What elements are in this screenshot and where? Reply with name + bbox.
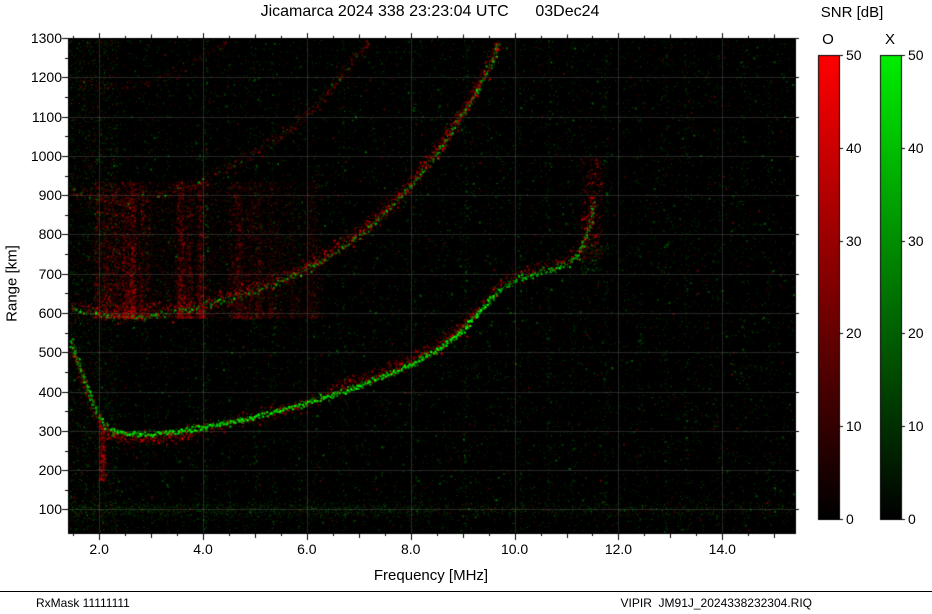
y-tick-label: 500	[38, 344, 62, 361]
colorbar-o-label: O	[822, 31, 834, 48]
colorbar-tick-label: 0	[908, 511, 916, 527]
y-tick-label: 400	[38, 383, 62, 400]
y-tick-label: 600	[38, 305, 62, 321]
x-tick-label: 2.0	[89, 541, 109, 557]
colorbar-tick-label: 30	[846, 232, 862, 249]
y-tick-label: 700	[38, 265, 62, 282]
colorbar-tick-label: 40	[908, 139, 924, 156]
y-tick-label: 200	[38, 462, 62, 479]
footer-divider	[0, 591, 932, 592]
x-tick-label: 10.0	[500, 541, 529, 557]
y-tick-label: 100	[38, 501, 62, 518]
colorbar-tick-label: 50	[908, 47, 924, 63]
colorbar-title: SNR [dB]	[820, 4, 884, 21]
file-id-label: VIPIR JM91J_2024338232304.RIQ	[620, 596, 812, 610]
colorbar-tick-label: 0	[846, 511, 854, 527]
x-tick-label: 14.0	[708, 541, 736, 557]
page-title: Jicamarca 2024 338 23:23:04 UTC 03Dec24	[260, 3, 600, 20]
colorbar-tick-label: 20	[846, 325, 862, 342]
rx-mask-label: RxMask 11111111	[36, 596, 130, 610]
x-tick-label: 4.0	[193, 541, 213, 557]
colorbar-tick-label: 10	[908, 418, 924, 435]
colorbar-tick-label: 40	[846, 139, 862, 156]
y-tick-label: 800	[38, 226, 62, 243]
colorbar-tick-label: 10	[846, 418, 862, 435]
x-axis-label: Frequency [MHz]	[373, 567, 489, 584]
y-tick-label: 300	[38, 422, 62, 439]
y-tick-label: 1200	[30, 69, 62, 86]
y-tick-label: 900	[38, 187, 62, 204]
x-tick-label: 8.0	[400, 541, 421, 557]
x-tick-label: 12.0	[604, 541, 633, 557]
y-tick-label: 1000	[30, 147, 62, 164]
y-tick-label: 1300	[30, 30, 62, 46]
colorbar-x-label: X	[884, 31, 895, 48]
colorbar-tick-label: 20	[908, 325, 924, 342]
x-tick-label: 6.0	[297, 541, 317, 557]
colorbar-tick-label: 50	[846, 47, 862, 63]
y-tick-label: 1100	[31, 108, 62, 125]
colorbar-tick-label: 30	[908, 232, 924, 249]
